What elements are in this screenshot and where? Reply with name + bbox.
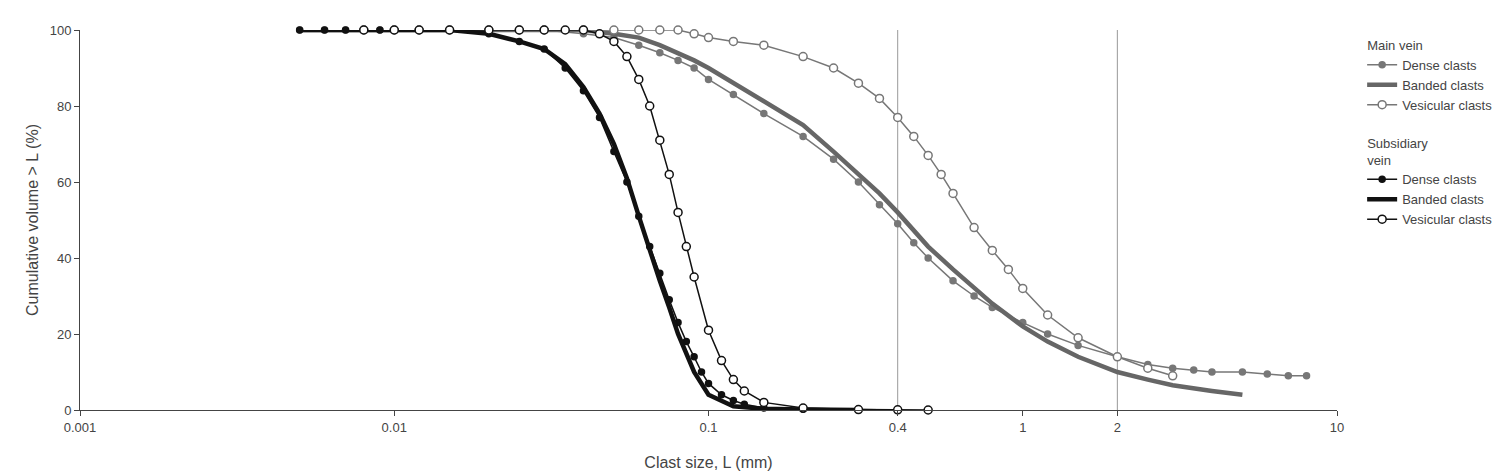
svg-text:Dense clasts: Dense clasts (1402, 58, 1477, 73)
svg-text:10: 10 (1330, 420, 1344, 435)
svg-text:0: 0 (64, 403, 71, 418)
svg-text:0.4: 0.4 (889, 420, 907, 435)
svg-text:Clast size, L (mm): Clast size, L (mm) (644, 454, 772, 471)
svg-text:Banded clasts: Banded clasts (1402, 192, 1484, 207)
svg-text:80: 80 (57, 99, 71, 114)
svg-text:2: 2 (1114, 420, 1121, 435)
svg-text:1: 1 (1019, 420, 1026, 435)
svg-text:100: 100 (50, 23, 72, 38)
svg-text:Subsidiaryvein: Subsidiaryvein (1367, 136, 1428, 168)
svg-text:Cumulative volume > L (%): Cumulative volume > L (%) (24, 124, 41, 316)
svg-text:Vesicular clasts: Vesicular clasts (1402, 212, 1492, 227)
svg-text:60: 60 (57, 175, 71, 190)
svg-text:Main vein: Main vein (1367, 38, 1423, 53)
svg-text:Banded clasts: Banded clasts (1402, 78, 1484, 93)
svg-text:0.001: 0.001 (64, 420, 97, 435)
svg-text:Vesicular clasts: Vesicular clasts (1402, 98, 1492, 113)
svg-text:Dense clasts: Dense clasts (1402, 172, 1477, 187)
svg-text:0.01: 0.01 (382, 420, 407, 435)
svg-text:0.1: 0.1 (699, 420, 717, 435)
svg-text:40: 40 (57, 251, 71, 266)
svg-text:20: 20 (57, 327, 71, 342)
